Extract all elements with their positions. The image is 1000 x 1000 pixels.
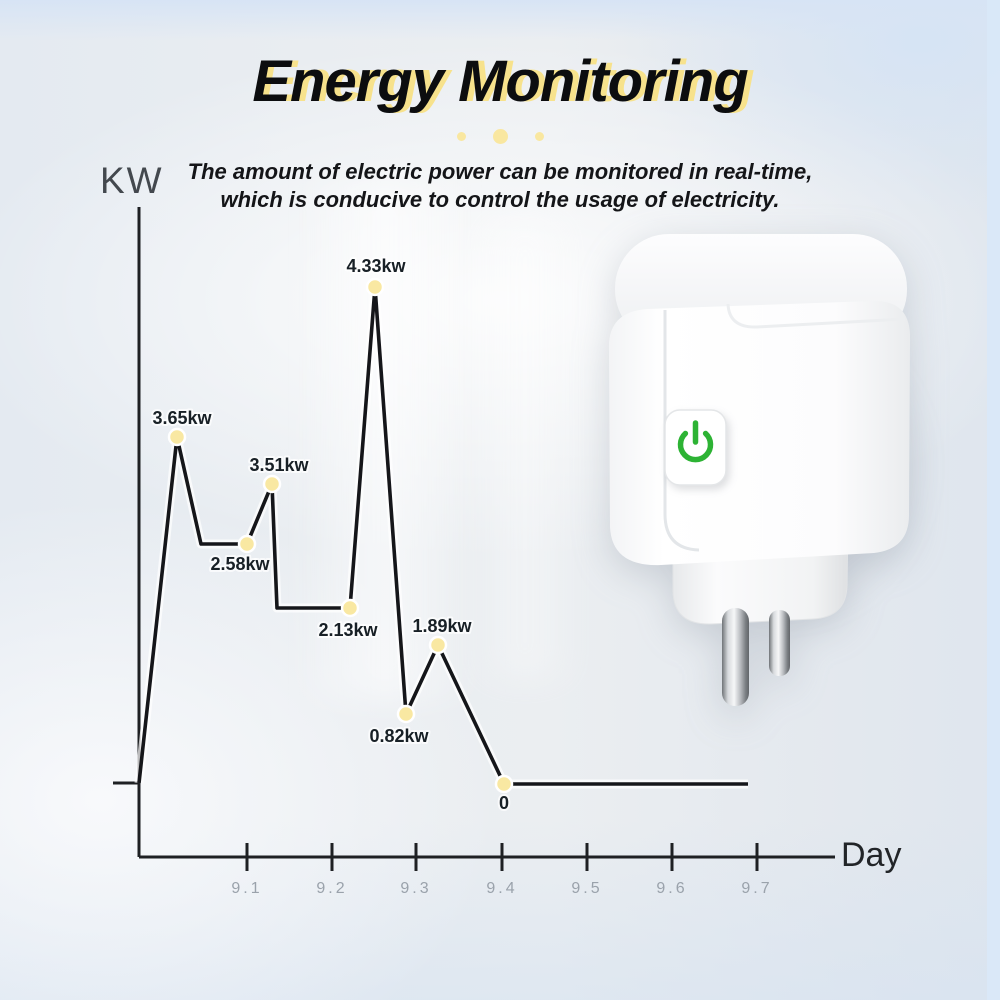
page-title: Energy Monitoring (252, 49, 748, 114)
data-point-label: 1.89kw (412, 616, 472, 636)
series-line (137, 285, 748, 786)
x-tick-label: 9.6 (656, 880, 687, 897)
accent-dot (534, 132, 544, 141)
data-point-marker (237, 534, 257, 554)
power-button (664, 409, 727, 486)
plug-pin-right (769, 610, 790, 676)
plug-seam-top (726, 303, 906, 329)
power-icon (677, 420, 714, 463)
title-accent-dots (0, 129, 1000, 144)
data-point-label: 2.13kw (318, 620, 378, 640)
plug-body (608, 234, 910, 706)
subtitle-line-1: The amount of electric power can be moni… (187, 159, 813, 184)
x-tick-label: 9.1 (231, 880, 262, 897)
data-point-label: 2.58kw (210, 554, 270, 574)
accent-dot (456, 132, 466, 141)
y-axis-unit-label: KW (100, 160, 164, 201)
page-subtitle: The amount of electric power can be moni… (0, 158, 1000, 214)
data-point-marker (262, 474, 282, 494)
data-point-label: 0 (499, 793, 509, 813)
x-tick-label: 9.2 (316, 880, 347, 897)
data-point-marker (494, 774, 514, 794)
plug-front-face (608, 300, 910, 566)
data-point-marker (340, 598, 360, 618)
subtitle-line-2: which is conducive to control the usage … (220, 187, 780, 212)
background-light-band (470, 220, 580, 680)
background-right-edge (987, 0, 1000, 1000)
x-tick-label: 9.4 (486, 880, 517, 897)
data-point-label: 0.82kw (369, 726, 429, 746)
data-point-marker (365, 277, 385, 297)
data-point-marker (167, 427, 187, 447)
data-point-label: 4.33kw (346, 256, 406, 276)
plug-pin-left (722, 608, 749, 706)
x-tick-label: 9.7 (741, 880, 772, 897)
x-tick-label: 9.5 (571, 880, 602, 897)
smart-plug-image (608, 234, 910, 706)
data-point-label: 3.65kw (152, 408, 212, 428)
data-point-marker (396, 704, 416, 724)
x-tick-label: 9.3 (400, 880, 431, 897)
data-point-label: 3.51kw (249, 455, 309, 475)
plug-seam-left (663, 310, 700, 552)
accent-dot (492, 129, 508, 144)
x-axis-unit-label: Day (841, 836, 902, 874)
data-point-marker (428, 635, 448, 655)
